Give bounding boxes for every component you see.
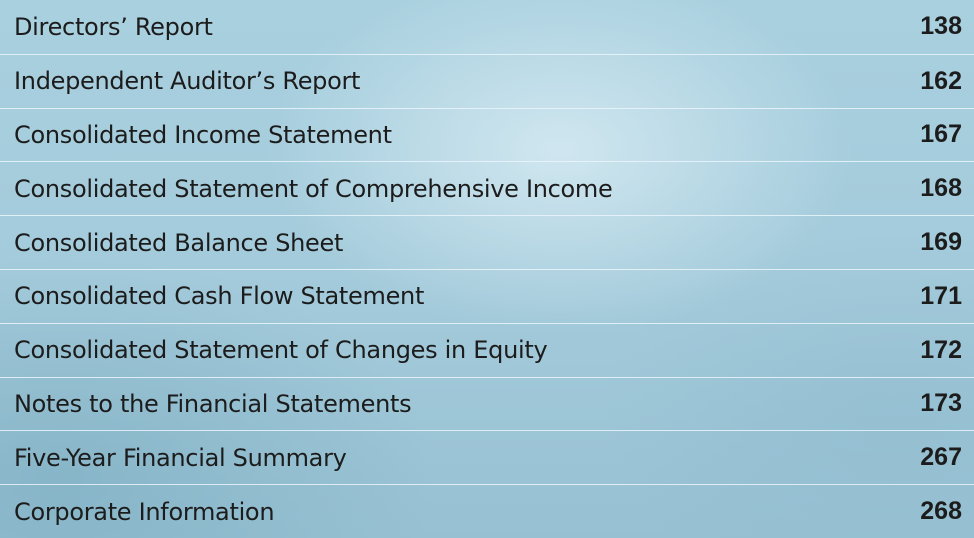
contents-row[interactable]: Corporate Information 268 (0, 484, 974, 538)
page-number: 167 (920, 120, 962, 149)
page-number: 267 (920, 443, 962, 472)
entry-title: Directors’ Report (14, 12, 213, 41)
entry-title: Independent Auditor’s Report (14, 67, 361, 96)
page-number: 173 (920, 389, 962, 418)
entry-title: Consolidated Statement of Changes in Equ… (14, 336, 548, 365)
contents-row[interactable]: Independent Auditor’s Report 162 (0, 53, 974, 108)
contents-row[interactable]: Consolidated Balance Sheet 169 (0, 215, 974, 269)
contents-row[interactable]: Consolidated Statement of Comprehensive … (0, 161, 974, 215)
page-number: 171 (920, 281, 962, 310)
entry-title: Consolidated Balance Sheet (14, 228, 344, 257)
contents-row[interactable]: Five-Year Financial Summary 267 (0, 430, 974, 484)
page-number: 268 (920, 497, 962, 526)
page-number: 162 (920, 66, 962, 95)
contents-row[interactable]: Consolidated Income Statement 167 (0, 107, 974, 162)
page-number: 172 (920, 335, 962, 364)
contents-row[interactable]: Consolidated Statement of Changes in Equ… (0, 322, 974, 377)
page-number: 138 (920, 12, 962, 41)
entry-title: Consolidated Income Statement (14, 120, 392, 149)
entry-title: Five-Year Financial Summary (14, 443, 347, 472)
entry-title: Notes to the Financial Statements (14, 389, 412, 418)
entry-title: Consolidated Cash Flow Statement (14, 282, 425, 311)
page-number: 168 (920, 174, 962, 203)
contents-row[interactable]: Directors’ Report 138 (0, 0, 974, 54)
contents-row[interactable]: Notes to the Financial Statements 173 (0, 376, 974, 431)
entry-title: Consolidated Statement of Comprehensive … (14, 174, 613, 203)
contents-row[interactable]: Consolidated Cash Flow Statement 171 (0, 269, 974, 323)
page-number: 169 (920, 228, 962, 257)
entry-title: Corporate Information (14, 497, 275, 526)
